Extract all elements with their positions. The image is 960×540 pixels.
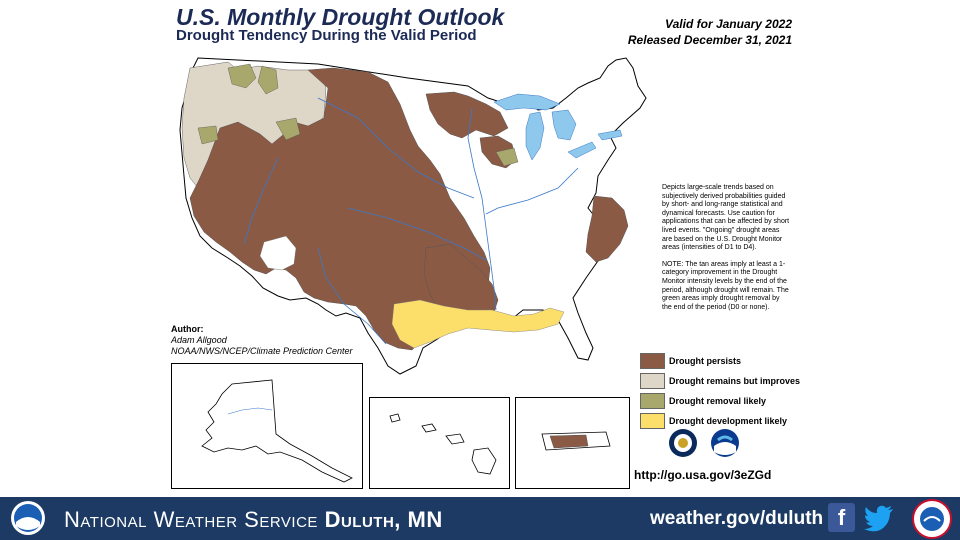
notes-block: Depicts large-scale trends based on subj… <box>662 184 790 320</box>
conus-drought-map <box>179 57 647 375</box>
noaa-seal-icon <box>711 429 739 457</box>
removal-michigan <box>495 147 519 167</box>
lake-erie <box>567 141 597 159</box>
author-name: Adam Allgood <box>171 335 227 345</box>
notes-description: Depicts large-scale trends based on subj… <box>662 184 790 252</box>
doc-seal-icon <box>669 429 697 457</box>
legend-label: Drought development likely <box>669 415 788 426</box>
legend: Drought persists Drought remains but imp… <box>640 352 800 432</box>
nws-org: National Weather Service <box>64 507 318 532</box>
nws-logo-icon <box>912 499 952 539</box>
alaska-map <box>201 379 353 483</box>
legend-swatch <box>640 352 665 369</box>
persists-carolinas <box>585 195 629 263</box>
removal-northwest-2 <box>257 65 279 95</box>
river-mississippi <box>467 107 497 311</box>
development-gulf-coast <box>391 299 565 349</box>
hawaii-island-1 <box>389 413 401 423</box>
hawaii-island-big <box>471 447 497 475</box>
validity-block: Valid for January 2022 Released December… <box>628 16 792 48</box>
agency-seals <box>668 428 740 458</box>
hawaii-island-3 <box>445 433 465 445</box>
legend-label: Drought persists <box>669 355 742 366</box>
removal-oregon <box>197 125 219 145</box>
persists-upper-midwest <box>425 91 509 139</box>
page-subtitle: Drought Tendency During the Valid Period <box>176 27 477 44</box>
author-label: Author: <box>171 324 204 334</box>
legend-item-persists: Drought persists <box>640 352 800 369</box>
legend-label: Drought remains but improves <box>669 375 801 386</box>
author-block: Author: Adam Allgood NOAA/NWS/NCEP/Clima… <box>171 324 353 357</box>
puerto-rico-map <box>541 431 611 451</box>
legend-swatch <box>640 412 665 429</box>
river-ohio <box>485 167 579 215</box>
page-title: U.S. Monthly Drought Outlook <box>176 4 505 30</box>
river-arkansas <box>347 207 487 261</box>
lake-superior <box>493 93 561 111</box>
lake-michigan <box>525 111 545 161</box>
removal-northwest-1 <box>227 63 257 89</box>
noaa-logo-icon <box>11 501 45 535</box>
lake-ontario <box>597 129 623 141</box>
notes-tan-green: NOTE: The tan areas imply at least a 1-c… <box>662 260 789 311</box>
puerto-rico-drought <box>549 434 589 449</box>
legend-item-removal: Drought removal likely <box>640 392 800 409</box>
river-rio-grande <box>317 247 387 345</box>
hawaii-map <box>389 413 497 475</box>
legend-item-development: Drought development likely <box>640 412 800 429</box>
southwest-clear <box>259 235 297 271</box>
legend-label: Drought removal likely <box>669 395 767 406</box>
removal-northwest-3 <box>275 117 301 141</box>
river-colorado <box>243 157 279 245</box>
lake-huron <box>551 109 577 141</box>
river-missouri <box>317 97 475 199</box>
outlook-link[interactable]: http://go.usa.gov/3eZGd <box>634 468 772 482</box>
legend-item-improves: Drought remains but improves <box>640 372 800 389</box>
twitter-icon[interactable] <box>864 504 894 532</box>
alaska-inset <box>171 363 363 489</box>
alaska-river <box>227 407 273 415</box>
facebook-icon[interactable]: f <box>828 503 855 532</box>
alaska-outline <box>201 379 353 483</box>
legend-swatch <box>640 372 665 389</box>
footer-bar: National Weather Service Duluth, MN weat… <box>0 497 960 540</box>
release-date: Released December 31, 2021 <box>627 33 792 47</box>
hawaii-island-2 <box>421 423 437 433</box>
hawaii-inset <box>369 397 510 489</box>
legend-swatch <box>640 392 665 409</box>
valid-period: Valid for January 2022 <box>665 17 792 31</box>
author-org: NOAA/NWS/NCEP/Climate Prediction Center <box>171 346 353 356</box>
puerto-rico-inset <box>515 397 630 489</box>
website-link[interactable]: weather.gov/duluth <box>650 508 824 529</box>
nws-office: Duluth, MN <box>324 507 443 532</box>
nws-office-title: National Weather Service Duluth, MN <box>64 507 443 533</box>
